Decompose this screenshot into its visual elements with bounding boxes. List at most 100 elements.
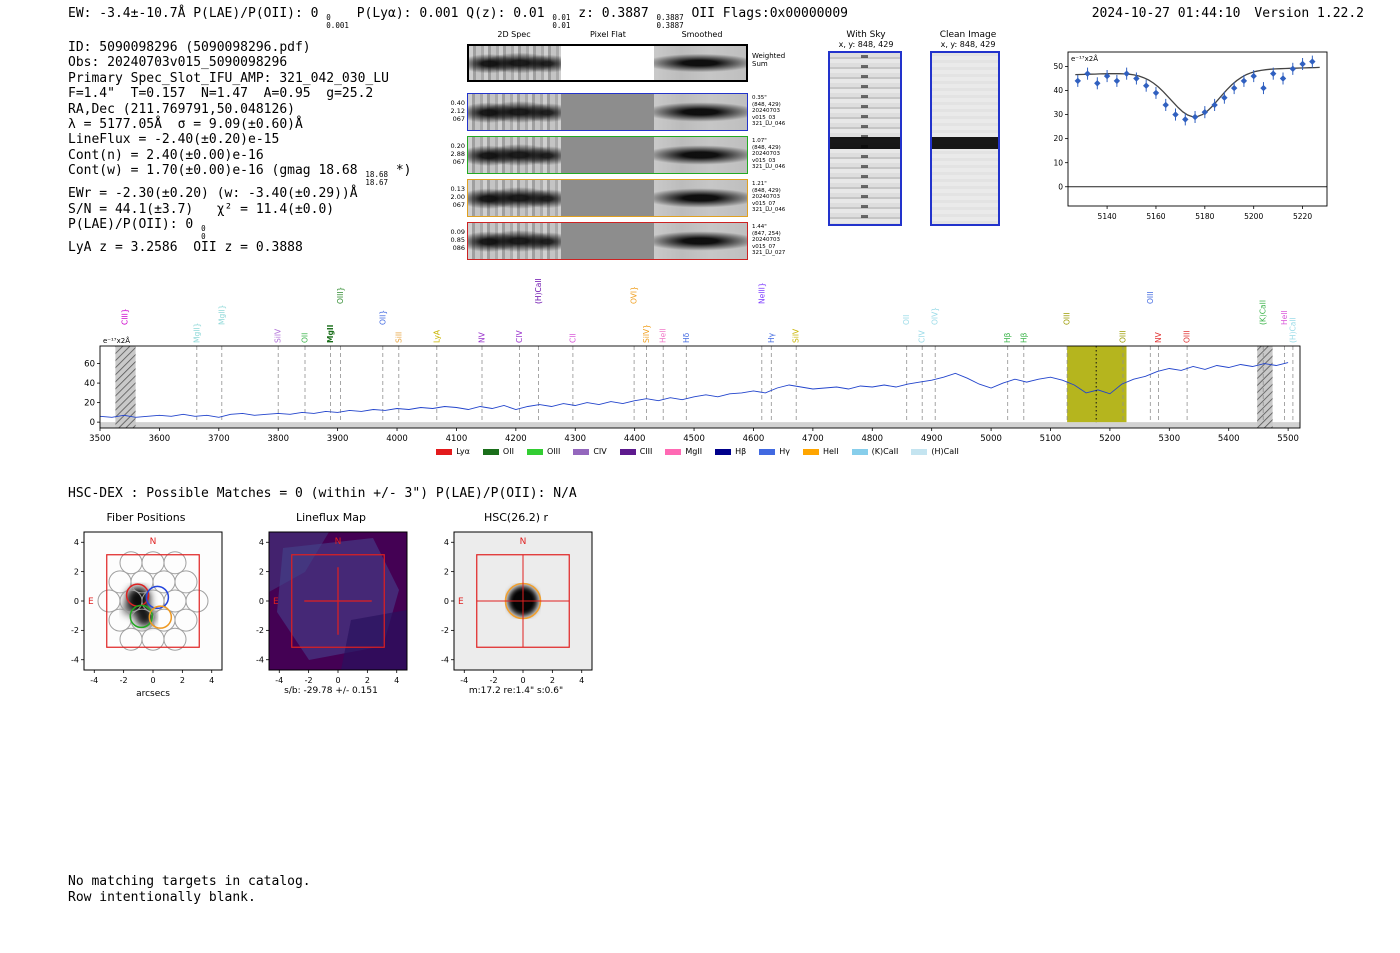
legend-item: HeII [802, 447, 839, 456]
svg-text:0: 0 [74, 597, 79, 606]
clean-image-panel: Clean Image x, y: 848, 429 [930, 30, 1006, 226]
legend-swatch [526, 448, 543, 455]
svg-text:0: 0 [90, 418, 95, 428]
east-label: E [88, 597, 94, 607]
legend-label: HeII [822, 447, 839, 456]
main-spectrum-plot: CIII} MgII} MgII} SiIV OII MgII OIII} OII} SiII L… [84, 278, 1301, 444]
legend-swatch [436, 448, 453, 455]
legend-label: MgII [685, 447, 703, 456]
legend-swatch [573, 448, 590, 455]
info-line: S/N = 44.1(±3.7) χ² = 11.4(±0.0) [68, 201, 335, 217]
masked-sky-band [1257, 346, 1273, 428]
spectral-line-legend: Lyα OII OIII CIV CIII MgII Hβ Hγ HeII (K)CaII (H)C… [80, 447, 1315, 456]
svg-text:4: 4 [444, 538, 449, 547]
report-version: Version 1.22.2 [1254, 6, 1364, 21]
flux-data-point [1182, 116, 1189, 123]
legend-swatch [759, 448, 776, 455]
fiber-2d-spec-row [467, 179, 748, 217]
svg-text:60: 60 [84, 359, 95, 369]
flux-units-label: e⁻¹⁷x2Å [1071, 54, 1098, 63]
detection-highlight-band [1067, 346, 1127, 423]
flux-data-point [1084, 70, 1091, 77]
info-line: LyA z = 3.2586 OII z = 0.3888 [68, 240, 303, 256]
svg-text:2: 2 [74, 567, 79, 576]
emission-line-label: OIII [1063, 312, 1072, 325]
with-sky-coords: x, y: 848, 429 [838, 40, 894, 49]
fiber-positions-title: Fiber Positions [106, 511, 186, 524]
emission-line-label: MgII} [192, 323, 201, 343]
col-header: Pixel Flat [590, 30, 626, 39]
legend-label: Hγ [779, 447, 790, 456]
legend-swatch [715, 448, 732, 455]
emission-line-label: HeII [1280, 310, 1289, 325]
info-line: EWr = -2.30(±0.20) (w: -3.40(±0.29))Å [68, 186, 358, 202]
emission-line-label: OII [301, 333, 310, 343]
svg-text:2: 2 [259, 567, 264, 576]
legend-swatch [911, 448, 928, 455]
masked-sky-band [115, 346, 136, 428]
svg-text:20: 20 [1053, 134, 1063, 143]
spec2d-cutout-grid: 2D Spec Pixel Flat Smoothed Weighted Sum 0.40… [445, 28, 795, 268]
svg-text:20: 20 [84, 398, 95, 408]
svg-text:2: 2 [550, 676, 555, 685]
with-sky-trace-band [830, 136, 900, 149]
svg-text:5180: 5180 [1195, 212, 1214, 221]
east-label: E [273, 597, 279, 607]
fiber-annotation: 0.35" (848, 429) 20240703 v015_03 321_LU_046 [752, 95, 786, 128]
svg-text:4700: 4700 [802, 434, 824, 444]
smoothed-image [654, 180, 747, 216]
emission-line-label: OIII [1119, 330, 1128, 343]
spec2d-image [468, 94, 561, 130]
flux-data-point [1143, 82, 1150, 89]
flux-data-point [1289, 65, 1296, 72]
legend-label: CIV [593, 447, 607, 456]
pixel-flat-image [561, 223, 654, 259]
emission-line-label: (H)CaII [1288, 317, 1297, 343]
svg-text:-2: -2 [441, 626, 449, 635]
fiber-positions-plot: N E -4 -4 -2 -2 0 0 2 2 4 4 arcsecs [71, 531, 223, 699]
legend-label: OII [502, 447, 514, 456]
emission-line-label: Hβ [1003, 332, 1012, 343]
info-line: Primary Spec_Slot_IFU_AMP: 321_042_030_L… [68, 70, 389, 86]
legend-item: (H)CaII [911, 447, 959, 456]
col-header: 2D Spec [497, 30, 531, 39]
fiber-weight-labels: 0.20 2.88 067 [450, 142, 465, 166]
emission-line-label: SiIV} [642, 324, 651, 343]
flux-data-point [1270, 70, 1277, 77]
fiber-outline [163, 551, 187, 575]
legend-swatch [619, 448, 636, 455]
svg-text:-2: -2 [256, 626, 264, 635]
emission-line-label: SiII [394, 332, 403, 343]
legend-item: CIII [619, 447, 652, 456]
catalog-match-footer: No matching targets in catalog. Row inte… [68, 874, 311, 905]
fiber-annotation: 1.07" (848, 429) 20240703 v015_03 321_LU_046 [752, 138, 786, 171]
hsc-match-line: HSC-DEX : Possible Matches = 0 (within +… [68, 486, 577, 501]
stacked-value: 0.01 0.01 [552, 13, 571, 30]
weighted-2d-spec-row [467, 44, 748, 82]
legend-item: Hγ [759, 447, 790, 456]
emission-line-label: OII [902, 315, 911, 325]
report-meta: 2024-10-27 01:44:10 Version 1.22.2 [1092, 6, 1364, 21]
svg-text:0: 0 [259, 597, 264, 606]
header-stats-line: EW: -3.4±-10.7Å P(LAE)/P(OII): 0 0 0.001 … [68, 6, 848, 30]
legend-swatch [802, 448, 819, 455]
fiber-weight-orange [148, 605, 173, 629]
with-sky-panel: With Sky x, y: 848, 429 [828, 30, 904, 226]
fiber-outline [185, 589, 209, 613]
fiber-weight-blue [145, 585, 170, 610]
extraction-box [291, 554, 385, 648]
flux-data-point [1074, 77, 1081, 85]
info-line: LineFlux = -2.40(±0.20)e-15 [68, 132, 280, 148]
legend-label: OIII [546, 447, 561, 456]
svg-text:4000: 4000 [386, 434, 408, 444]
legend-label: Lyα [456, 447, 470, 456]
pixel-flat-image [561, 180, 654, 216]
smoothed-image [654, 223, 747, 259]
north-label: N [150, 537, 157, 547]
flux-data-point [1172, 111, 1179, 118]
lineflux-caption: s/b: -29.78 +/- 0.151 [284, 686, 378, 696]
flux-data-point [1152, 89, 1160, 97]
svg-text:4300: 4300 [564, 434, 586, 444]
flux-data-point [1094, 80, 1101, 87]
